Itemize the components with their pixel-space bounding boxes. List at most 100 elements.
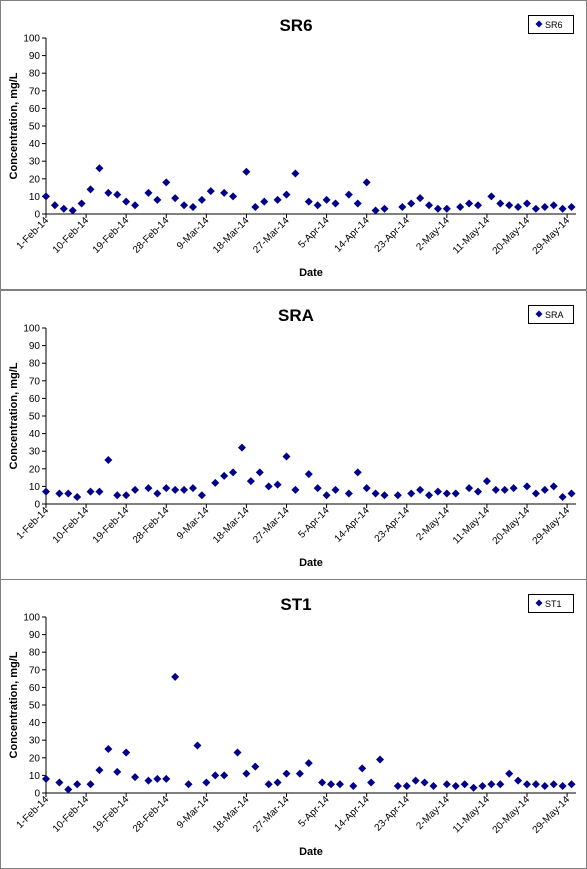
data-point: [237, 443, 246, 452]
data-point: [474, 487, 483, 496]
chart-title: ST1: [280, 595, 311, 614]
data-point: [540, 781, 549, 790]
y-tick-label: 80: [29, 648, 41, 659]
data-point: [220, 188, 229, 197]
data-point: [442, 489, 451, 498]
data-point: [558, 492, 567, 501]
data-point: [376, 755, 385, 764]
chart-title: SR6: [279, 16, 312, 35]
data-point: [171, 485, 180, 494]
data-point: [398, 202, 407, 211]
data-point: [122, 197, 131, 206]
data-point: [122, 491, 131, 500]
data-point: [86, 780, 95, 789]
data-point: [55, 778, 64, 787]
y-axis-label: Concentration, mg/L: [8, 72, 20, 179]
data-point: [162, 774, 171, 783]
data-point: [50, 201, 59, 210]
data-point: [487, 192, 496, 201]
data-point: [496, 199, 505, 208]
data-point: [211, 771, 220, 780]
legend-box: [528, 594, 574, 613]
data-point: [549, 482, 558, 491]
y-tick-label: 60: [29, 394, 41, 405]
data-point: [144, 188, 153, 197]
data-point: [331, 485, 340, 494]
data-point: [393, 491, 402, 500]
data-point: [86, 185, 95, 194]
data-point: [197, 491, 206, 500]
data-point: [451, 489, 460, 498]
chart-1-svg: SR6 Concentration, mg/L Date 0 10 20 30 40 50 60 7…: [0, 0, 587, 290]
data-point: [95, 766, 104, 775]
data-point: [353, 199, 362, 208]
data-point: [380, 491, 389, 500]
data-point: [264, 780, 273, 789]
data-point: [558, 204, 567, 213]
y-tick-label: 30: [29, 736, 41, 747]
data-point: [95, 164, 104, 173]
data-point: [55, 489, 64, 498]
legend-label: ST1: [545, 599, 562, 609]
chart-panel-3: ST1 Concentration, mg/L Date 0 10 20 30 40 50 60 7…: [0, 579, 587, 869]
data-point: [104, 456, 113, 464]
data-point: [407, 489, 416, 498]
data-point: [304, 470, 313, 479]
data-point: [42, 487, 50, 496]
legend-marker: [535, 20, 543, 28]
data-point: [371, 206, 380, 215]
data-point: [282, 190, 291, 199]
data-point: [273, 195, 282, 204]
data-point: [86, 487, 95, 496]
data-point: [549, 201, 558, 210]
y-tick-label: 0: [34, 210, 40, 221]
y-tick-label: 10: [29, 192, 41, 203]
data-point: [291, 485, 300, 494]
data-point: [144, 776, 153, 785]
y-tick-label: 0: [34, 500, 40, 511]
data-point: [567, 489, 576, 498]
data-point: [180, 485, 189, 494]
data-point: [131, 773, 140, 782]
data-point: [407, 199, 416, 208]
data-point: [77, 199, 86, 208]
chart-panel-1: SR6 Concentration, mg/L Date 0 10 20 30 40 50 60 7…: [0, 0, 587, 290]
data-point: [367, 778, 376, 787]
y-tick-label: 10: [29, 482, 41, 493]
data-point: [273, 778, 282, 787]
data-point: [180, 201, 189, 210]
data-point: [95, 487, 104, 496]
data-point: [558, 781, 567, 790]
data-point: [255, 468, 264, 477]
data-point: [469, 783, 478, 792]
data-point: [344, 190, 353, 199]
y-tick-label: 100: [23, 324, 40, 335]
data-point: [251, 202, 260, 211]
data-point: [425, 201, 434, 210]
data-point: [478, 781, 487, 790]
data-point: [104, 188, 113, 197]
legend-box: [528, 15, 574, 34]
data-point: [331, 199, 340, 208]
data-point: [358, 764, 367, 773]
y-tick-label: 90: [29, 341, 41, 352]
data-point: [153, 195, 162, 204]
chart-3-svg: ST1 Concentration, mg/L Date 0 10 20 30 40 50 60 7…: [0, 579, 587, 869]
data-point: [73, 780, 82, 789]
data-point: [220, 771, 229, 780]
data-point: [282, 452, 291, 461]
y-tick-label: 20: [29, 464, 41, 475]
data-point: [229, 468, 238, 477]
data-point: [496, 780, 505, 789]
data-point: [514, 202, 523, 211]
y-tick-label: 50: [29, 701, 41, 712]
data-point: [362, 484, 371, 493]
data-point: [42, 774, 50, 783]
data-point: [540, 202, 549, 211]
data-point: [420, 778, 429, 787]
data-point: [304, 759, 313, 768]
data-point: [113, 491, 122, 500]
data-point: [465, 484, 474, 493]
data-point: [456, 202, 465, 211]
